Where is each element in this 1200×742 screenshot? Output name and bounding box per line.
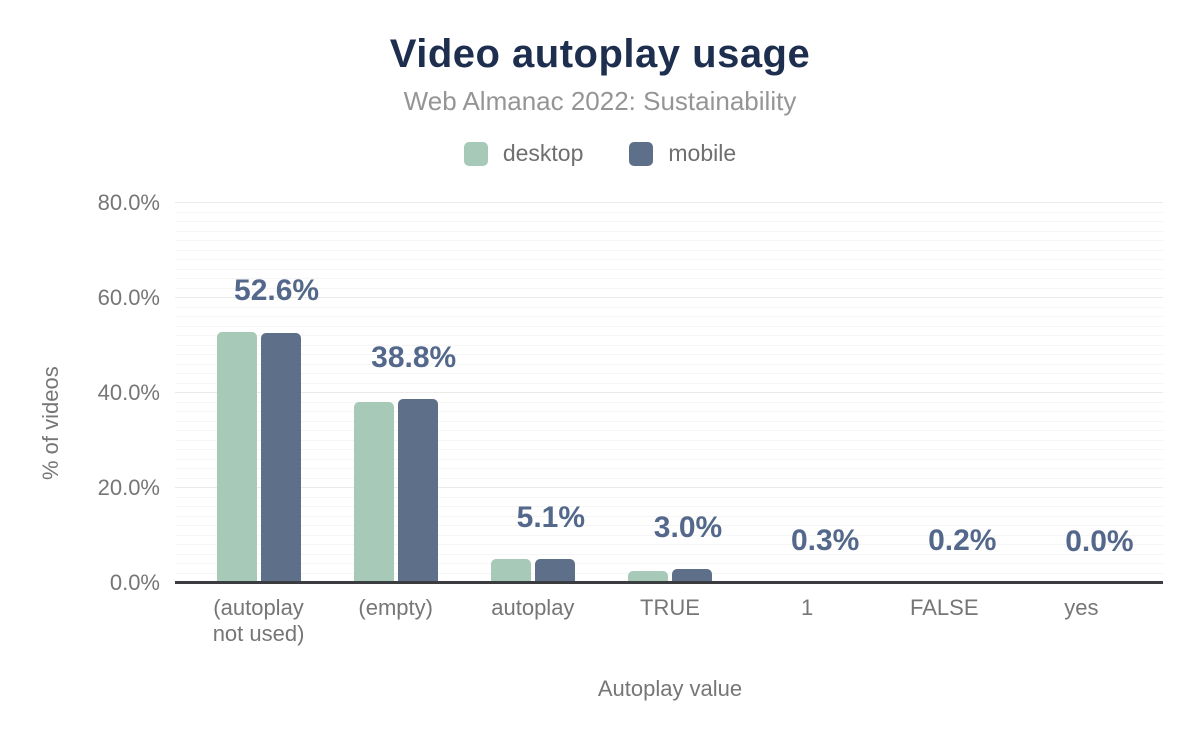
- gridline-minor: [175, 382, 1163, 384]
- gridline-minor: [175, 278, 1163, 279]
- bar-desktop-2[interactable]: [353, 402, 394, 583]
- gridline-minor: [175, 553, 1163, 555]
- data-label: 0.3%: [790, 524, 860, 557]
- gridline-minor: [175, 572, 1163, 574]
- x-tick-label: FALSE: [910, 595, 979, 620]
- bar-desktop-4[interactable]: [628, 571, 668, 583]
- gridline-minor: [175, 335, 1163, 336]
- y-tick-label: 20.0%: [97, 475, 160, 500]
- gridline-minor: [175, 211, 1163, 213]
- x-tick-cell: (empty): [327, 595, 464, 621]
- gridline-minor: [175, 221, 1163, 222]
- y-tick-label: 40.0%: [97, 380, 160, 405]
- gridline-minor: [175, 344, 1163, 346]
- gridline-minor: [175, 430, 1163, 431]
- legend-label-mobile: mobile: [668, 140, 737, 166]
- bar-mobile-3[interactable]: [534, 559, 575, 583]
- bar-mobile-4[interactable]: [672, 569, 712, 583]
- x-tick-label: yes: [1064, 595, 1099, 620]
- gridline-major: [175, 297, 1163, 298]
- legend-item-mobile[interactable]: mobile: [629, 140, 736, 167]
- gridline-minor: [175, 373, 1163, 374]
- gridline-minor: [175, 496, 1163, 498]
- gridline-minor: [175, 458, 1163, 460]
- plot-area: 52.6% 38.8% 5.1% 3.0% 0.3% 0.2% 0.0%: [175, 202, 1163, 584]
- data-label: 52.6%: [234, 274, 320, 307]
- gridline-minor: [175, 354, 1163, 355]
- gridline-minor: [175, 401, 1163, 403]
- gridline-minor: [175, 316, 1163, 317]
- x-tick-label: autoplay: [491, 595, 575, 620]
- x-tick-cell: 1: [739, 595, 876, 621]
- gridline-minor: [175, 287, 1163, 289]
- gridline-minor: [175, 249, 1163, 251]
- x-tick-cell: TRUE: [601, 595, 738, 621]
- gridline-minor: [175, 544, 1163, 545]
- gridline-major: [175, 487, 1163, 488]
- data-label: 0.0%: [1065, 525, 1134, 558]
- gridline-major: [175, 202, 1163, 203]
- gridline-minor: [175, 449, 1163, 450]
- y-axis-tick-labels: 0.0% 20.0% 40.0% 60.0% 80.0%: [55, 190, 160, 595]
- data-label: 38.8%: [371, 341, 457, 374]
- y-tick-label: 0.0%: [109, 570, 160, 595]
- x-tick-label: (autoplay not used): [212, 595, 305, 646]
- x-axis-title: Autoplay value: [597, 676, 743, 701]
- legend-swatch-mobile-icon: [629, 141, 654, 166]
- data-label: 5.1%: [516, 501, 586, 534]
- gridline-minor: [175, 306, 1163, 308]
- gridline-minor: [175, 259, 1163, 260]
- bar-desktop-3[interactable]: [490, 559, 531, 583]
- y-tick-label: 60.0%: [97, 285, 160, 310]
- legend-item-desktop[interactable]: desktop: [463, 140, 584, 167]
- gridline-minor: [175, 363, 1163, 365]
- gridline-minor: [175, 563, 1163, 564]
- x-tick-label: (empty): [358, 595, 433, 620]
- x-tick-cell: FALSE: [876, 595, 1013, 621]
- gridline-minor: [175, 439, 1163, 441]
- chart-title: Video autoplay usage: [389, 32, 811, 76]
- legend-label-desktop: desktop: [502, 140, 584, 166]
- gridline-minor: [175, 240, 1163, 241]
- gridline-minor: [175, 477, 1163, 479]
- data-label: 3.0%: [653, 511, 723, 544]
- x-axis-line: [175, 581, 1163, 584]
- bar-mobile-1[interactable]: [260, 333, 301, 583]
- gridline-minor: [175, 325, 1163, 327]
- gridline-minor: [175, 420, 1163, 422]
- x-tick-cell: (autoplay not used): [190, 595, 327, 647]
- x-tick-label: TRUE: [640, 595, 700, 620]
- gridline-minor: [175, 506, 1163, 507]
- x-tick-label: 1: [801, 595, 814, 620]
- gridline-minor: [175, 268, 1163, 270]
- bar-desktop-1[interactable]: [216, 332, 257, 583]
- chart-subtitle: Web Almanac 2022: Sustainability: [403, 86, 797, 116]
- gridline-minor: [175, 515, 1163, 517]
- gridline-minor: [175, 525, 1163, 526]
- gridline-minor: [175, 411, 1163, 412]
- x-axis-tick-labels: (autoplay not used) (empty) autoplay TRUE 1 F…: [190, 595, 1150, 655]
- gridline-minor: [175, 230, 1163, 232]
- bars-band: 52.6% 38.8% 5.1% 3.0% 0.3% 0.2% 0.0%: [190, 203, 1150, 583]
- data-label: 0.2%: [928, 524, 997, 557]
- x-tick-cell: autoplay: [464, 595, 601, 621]
- gridline-minor: [175, 534, 1163, 536]
- x-tick-cell: yes: [1013, 595, 1150, 621]
- bar-mobile-2[interactable]: [397, 399, 438, 583]
- gridline-major: [175, 392, 1163, 393]
- y-tick-label: 80.0%: [97, 190, 160, 215]
- legend: desktop mobile: [0, 140, 1200, 167]
- gridline-minor: [175, 468, 1163, 469]
- legend-swatch-desktop-icon: [463, 141, 488, 166]
